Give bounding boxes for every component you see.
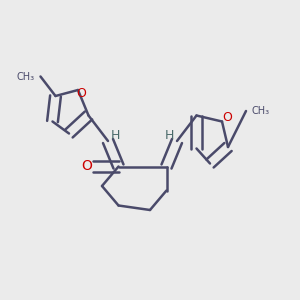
Text: O: O bbox=[223, 111, 232, 124]
Text: O: O bbox=[76, 87, 86, 100]
Text: CH₃: CH₃ bbox=[16, 71, 34, 82]
Text: CH₃: CH₃ bbox=[252, 106, 270, 116]
Text: H: H bbox=[165, 129, 174, 142]
Text: O: O bbox=[81, 160, 92, 173]
Text: H: H bbox=[111, 129, 120, 142]
